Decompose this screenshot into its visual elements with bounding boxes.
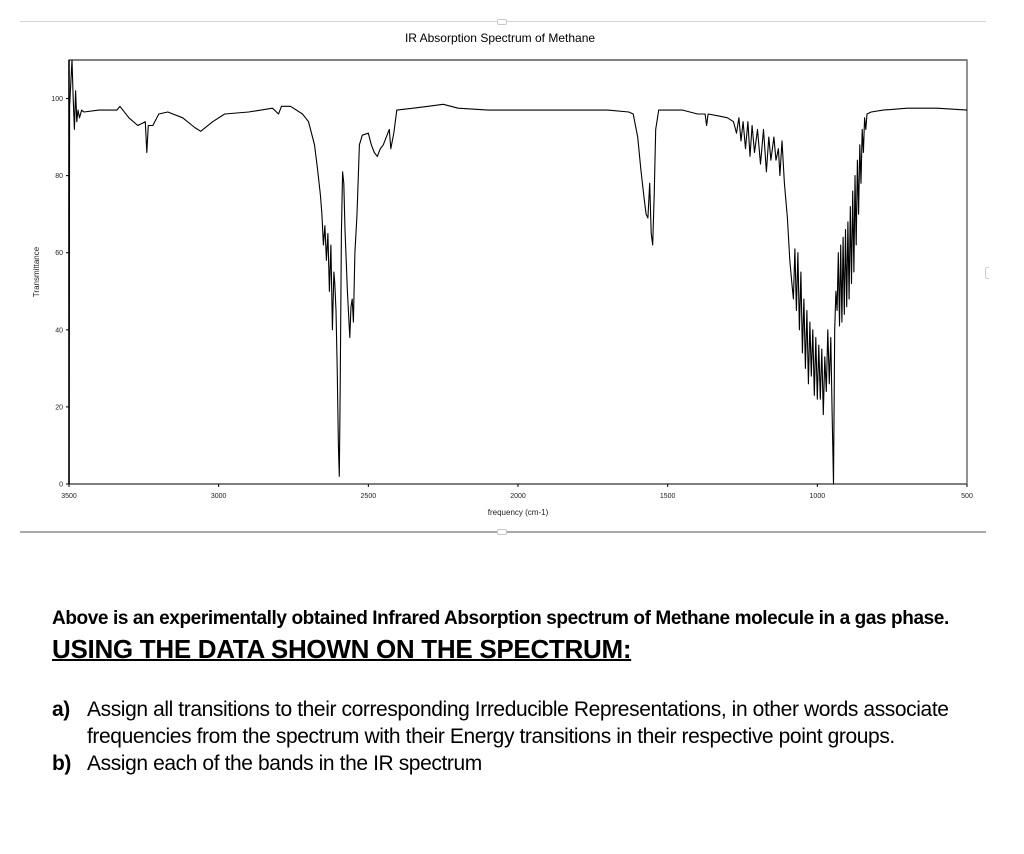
intro-emphasis: USING THE DATA SHOWN ON THE SPECTRUM: xyxy=(52,634,632,664)
x-tick-label: 500 xyxy=(961,493,973,500)
spectrum-line xyxy=(68,59,968,485)
y-tick-label: 0 xyxy=(59,482,63,489)
ir-spectrum-chart: IR Absorption Spectrum of Methane 0 20 40 6… xyxy=(32,31,973,517)
question-block: Above is an experimentally obtained Infr… xyxy=(52,603,982,777)
x-tick-label: 2500 xyxy=(361,493,377,500)
x-tick-label: 1500 xyxy=(660,493,676,500)
x-tick-label: 2000 xyxy=(510,493,526,500)
item-text: Assign each of the bands in the IR spect… xyxy=(87,752,482,775)
resize-handle-top[interactable] xyxy=(497,19,507,25)
question-item-b: b) Assign each of the bands in the IR sp… xyxy=(52,750,982,777)
y-tick-label: 100 xyxy=(51,96,63,103)
y-tick-label: 40 xyxy=(55,327,63,334)
item-letter: b) xyxy=(52,752,72,775)
y-axis-ticks: 0 20 40 60 80 100 xyxy=(51,96,69,489)
x-tick-label: 3500 xyxy=(61,493,77,500)
y-tick-label: 20 xyxy=(55,404,63,411)
chart-container: IR Absorption Spectrum of Methane 0 20 40 6… xyxy=(20,19,989,535)
x-tick-label: 3000 xyxy=(211,493,227,500)
resize-handle-right[interactable] xyxy=(985,267,989,279)
x-axis-ticks: 3500 3000 2500 2000 1500 1000 500 xyxy=(61,484,973,500)
x-tick-label: 1000 xyxy=(810,493,826,500)
intro-text: Above is an experimentally obtained Infr… xyxy=(52,608,949,629)
item-text: Assign all transitions to their correspo… xyxy=(87,698,949,748)
y-tick-label: 80 xyxy=(55,173,63,180)
question-item-a: a) Assign all transitions to their corre… xyxy=(52,696,982,750)
question-intro: Above is an experimentally obtained Infr… xyxy=(52,603,982,668)
question-items: a) Assign all transitions to their corre… xyxy=(52,696,982,777)
chart-title: IR Absorption Spectrum of Methane xyxy=(405,31,595,45)
y-tick-label: 60 xyxy=(55,250,63,257)
y-axis-label: Transmittance xyxy=(32,246,41,297)
x-axis-label: frequency (cm-1) xyxy=(488,508,549,517)
resize-handle-bottom[interactable] xyxy=(497,529,507,535)
item-letter: a) xyxy=(52,698,70,721)
